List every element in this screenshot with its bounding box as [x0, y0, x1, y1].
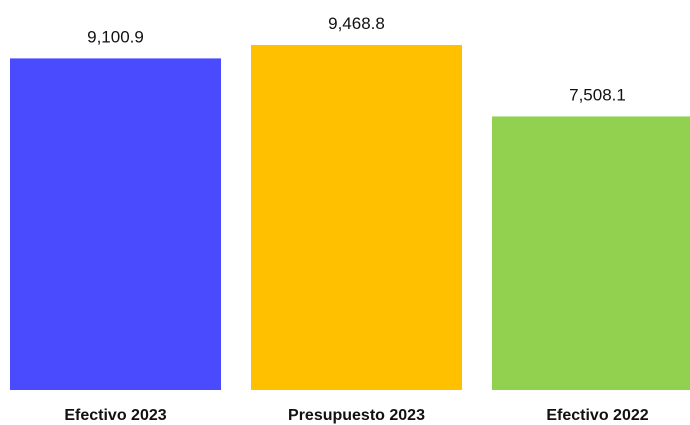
bar-1 — [251, 45, 462, 390]
value-label-1: 9,468.8 — [328, 14, 385, 33]
bar-2 — [492, 116, 690, 390]
value-label-2: 7,508.1 — [569, 85, 626, 104]
category-label-0: Efectivo 2023 — [64, 407, 166, 424]
value-label-0: 9,100.9 — [87, 27, 144, 46]
category-label-1: Presupuesto 2023 — [288, 407, 425, 424]
category-label-2: Efectivo 2022 — [546, 407, 648, 424]
bar-0 — [10, 58, 221, 390]
